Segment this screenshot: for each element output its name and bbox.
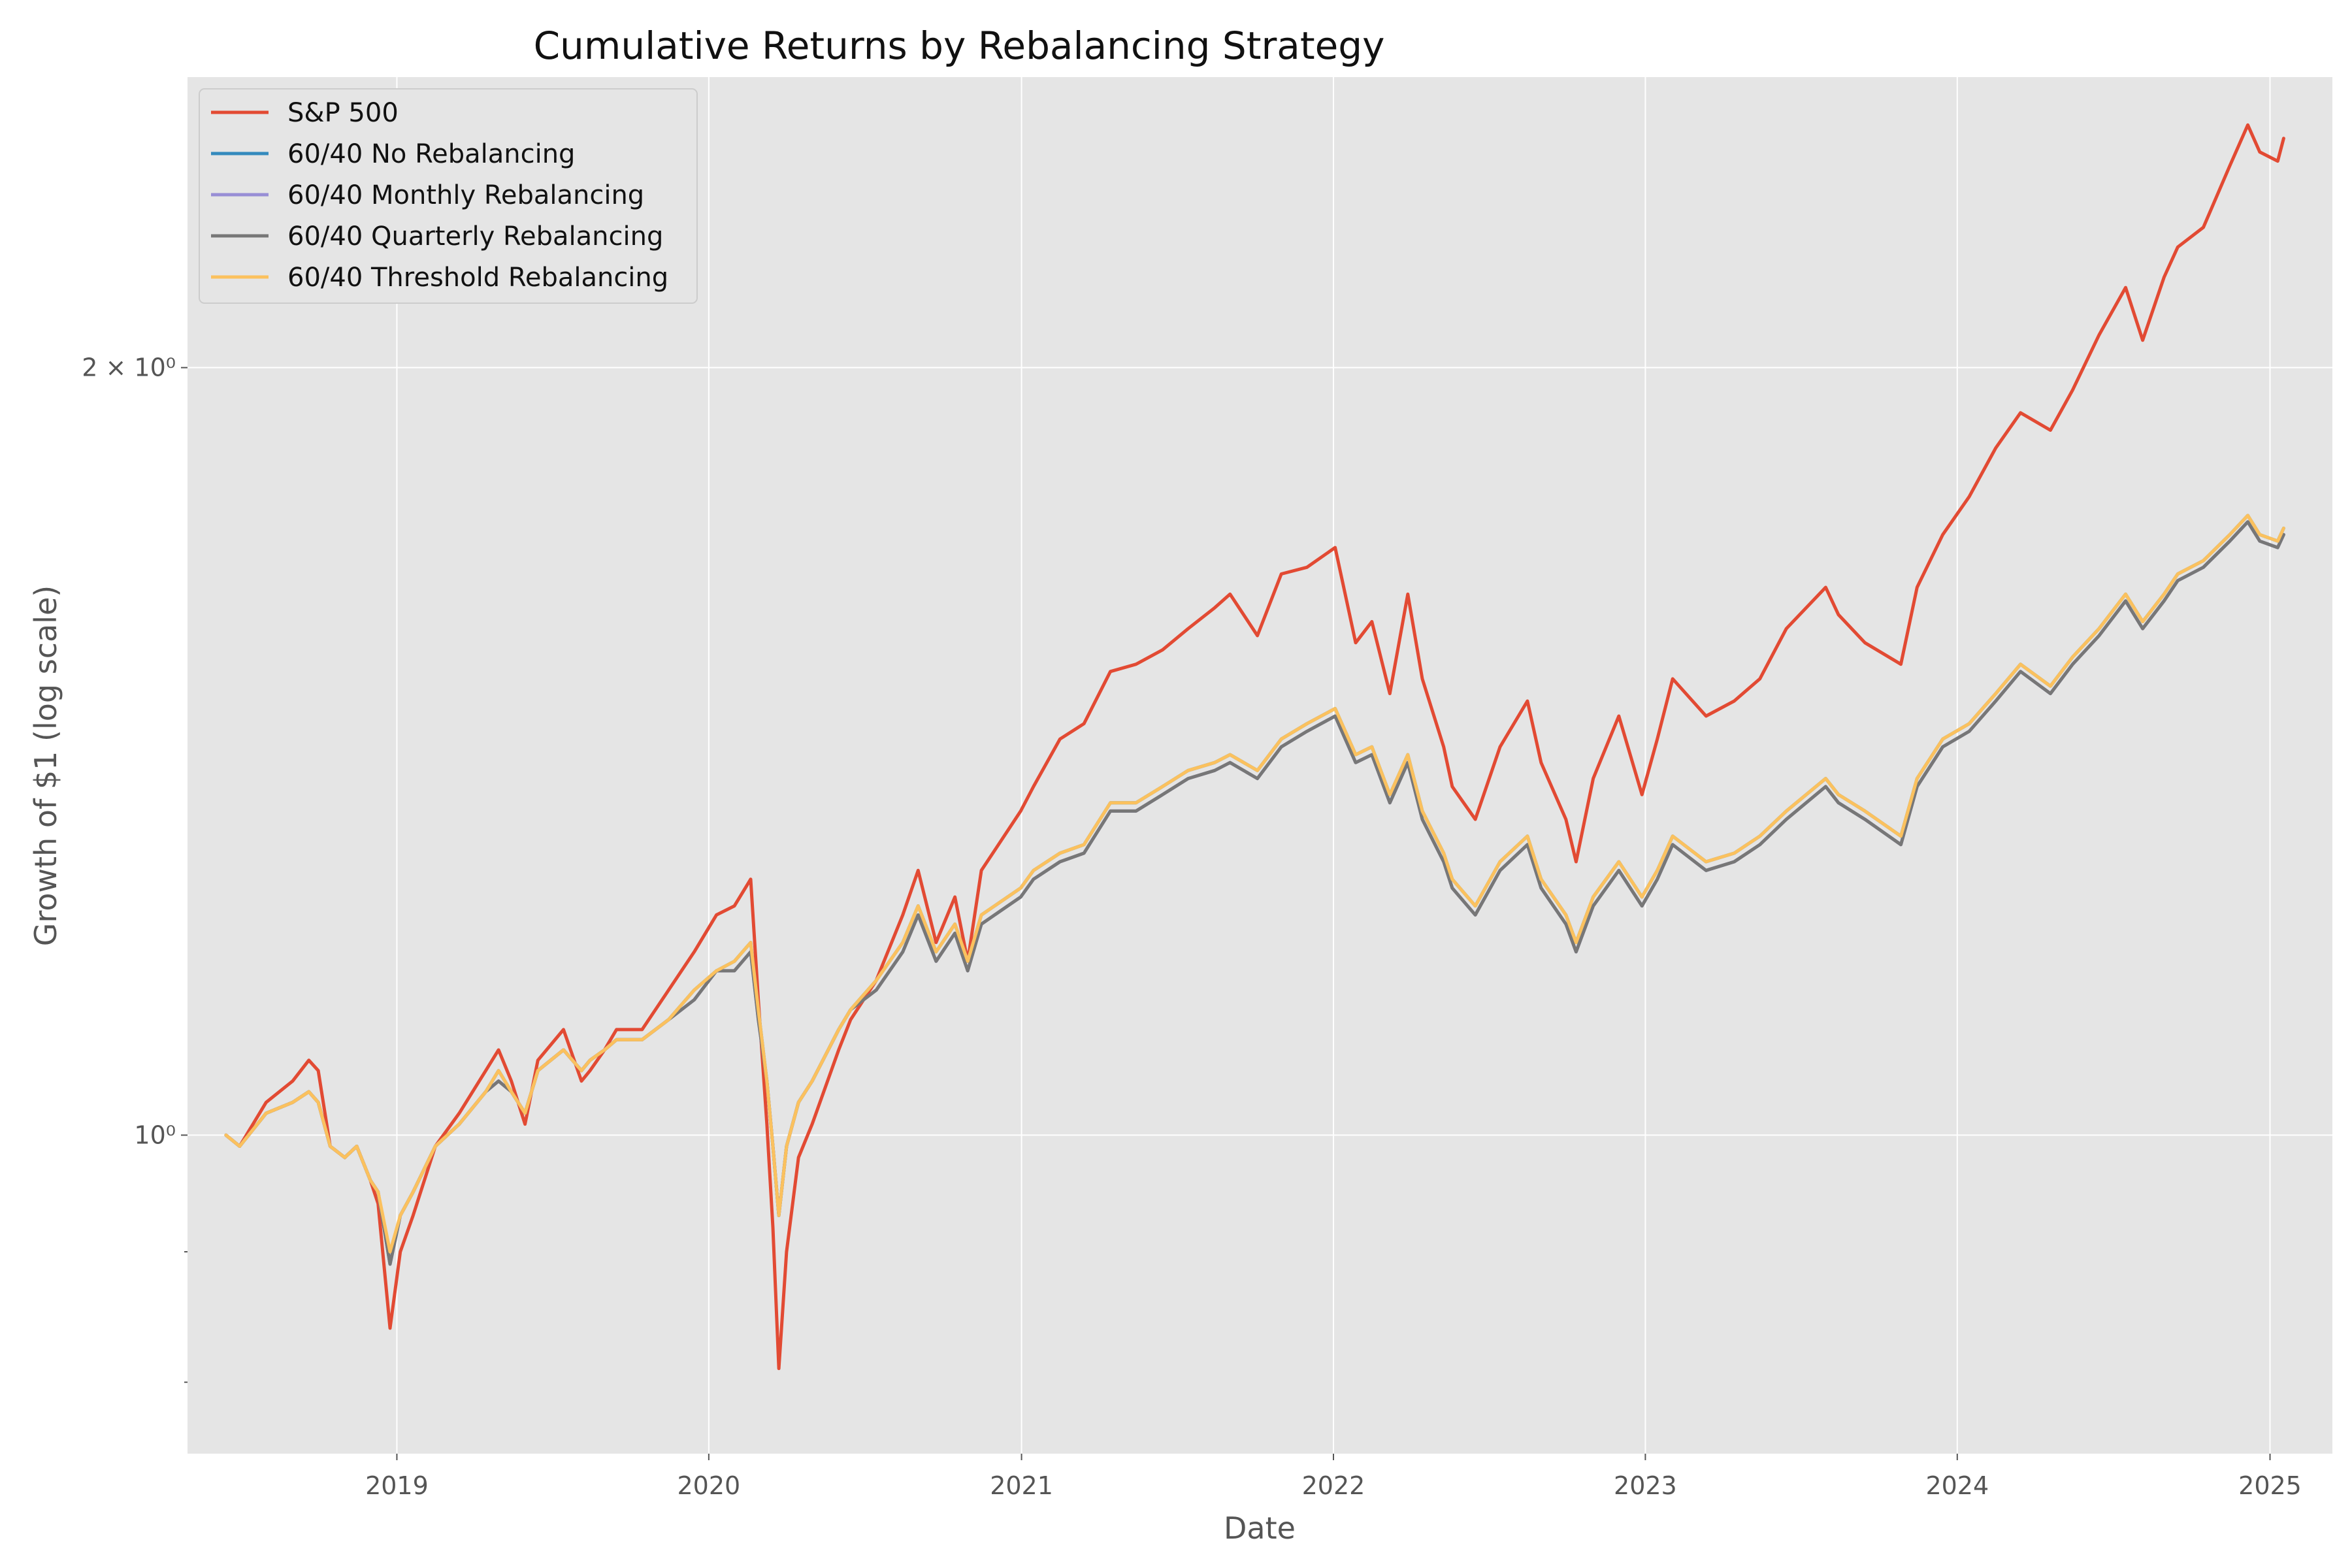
series-line-quarterly [224,520,2285,1266]
x-tick-label: 2023 [1614,1471,1677,1500]
legend-label-quarterly: 60/40 Quarterly Rebalancing [287,221,663,252]
series-line-sp500 [224,123,2285,1371]
x-tick-label: 2025 [2238,1471,2302,1500]
legend-label-no-rebalancing: 60/40 No Rebalancing [287,139,575,169]
chart-title: Cumulative Returns by Rebalancing Strate… [534,24,1385,68]
y-tick-label: 10⁰ [134,1120,176,1149]
legend-box [199,88,698,304]
legend: S&P 500 60/40 No Rebalancing 60/40 Month… [199,88,698,304]
x-tick-label: 2020 [678,1471,741,1500]
grid [188,77,2332,1454]
series-lines [224,123,2285,1371]
x-tick-label: 2024 [1925,1471,1989,1500]
axes: 2019 2020 2021 2022 2023 2024 2025 10⁰ 2 × 10⁰ [82,353,2302,1500]
y-tick-label: 2 × 10⁰ [82,353,176,382]
x-axis-label: Date [1224,1511,1296,1546]
y-axis-label: Growth of $1 (log scale) [28,585,63,946]
x-tick-label: 2022 [1302,1471,1365,1500]
legend-label-sp500: S&P 500 [287,98,399,128]
legend-label-monthly: 60/40 Monthly Rebalancing [287,180,644,210]
x-tick-label: 2021 [990,1471,1053,1500]
x-tick-label: 2019 [365,1471,429,1500]
legend-label-threshold: 60/40 Threshold Rebalancing [287,263,668,293]
series-line-threshold [224,514,2285,1254]
